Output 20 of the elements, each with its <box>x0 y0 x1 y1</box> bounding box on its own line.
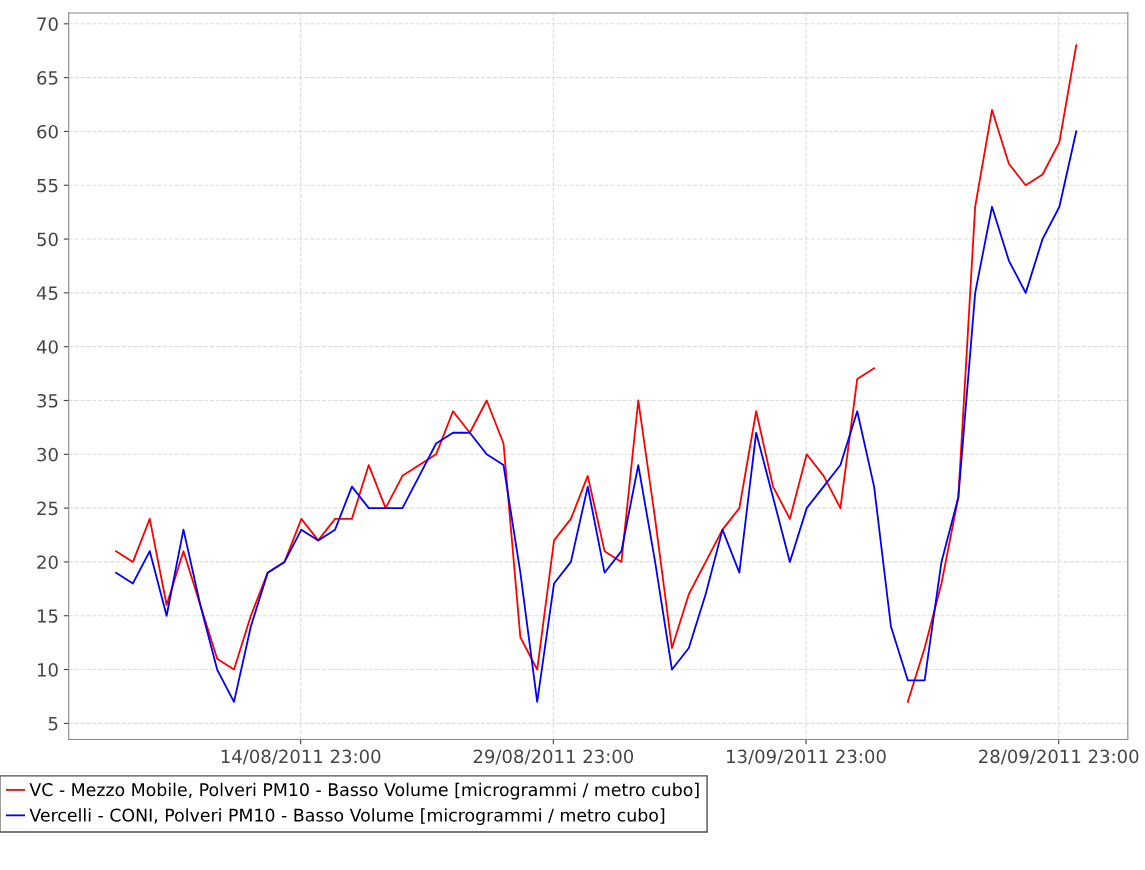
y-tick-label: 60 <box>37 124 58 139</box>
y-tick-label: 55 <box>37 178 58 193</box>
y-tick-label: 15 <box>37 609 58 623</box>
legend-label: VC - Mezzo Mobile, Polveri PM10 - Basso Volume [microgrammi / metro cubo] <box>29 782 699 800</box>
y-tick-label: 5 <box>48 717 58 731</box>
y-tick-label: 10 <box>37 663 58 677</box>
y-tick-label: 40 <box>36 340 58 354</box>
x-tick-label: 28/09/2011 23:00 <box>979 749 1139 765</box>
y-tick-label: 65 <box>37 71 58 85</box>
y-tick-label: 50 <box>37 232 58 247</box>
y-tick-label: 20 <box>37 555 58 570</box>
legend-label: Vercelli - CONI, Polveri PM10 - Basso Volume [microgrammi / metro cubo] <box>29 808 665 826</box>
x-tick-label: 14/08/2011 23:00 <box>221 749 381 765</box>
y-tick-label: 30 <box>37 447 58 462</box>
x-tick-label: 29/08/2011 23:00 <box>473 749 634 765</box>
x-tick-label: 13/09/2011 23:00 <box>727 749 886 765</box>
y-tick-label: 35 <box>37 393 58 408</box>
y-tick-label: 70 <box>37 17 58 31</box>
y-tick-label: 45 <box>36 286 58 300</box>
y-tick-label: 25 <box>37 501 58 516</box>
